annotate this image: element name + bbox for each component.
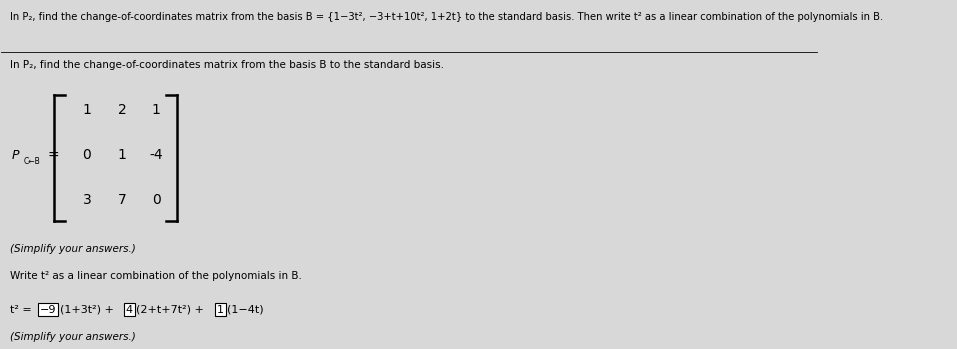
Text: 1: 1 [217,305,224,314]
Text: P: P [11,149,19,162]
Text: (Simplify your answers.): (Simplify your answers.) [10,332,135,342]
Text: 1: 1 [152,103,161,118]
Text: In P₂, find the change-of-coordinates matrix from the basis B to the standard ba: In P₂, find the change-of-coordinates ma… [10,60,443,70]
Text: t² =: t² = [10,305,34,314]
Text: (1+3t²) +: (1+3t²) + [60,305,118,314]
Text: (2+t+7t²) +: (2+t+7t²) + [136,305,208,314]
Text: 1: 1 [82,103,92,118]
Text: (1−4t): (1−4t) [227,305,264,314]
Text: Write t² as a linear combination of the polynomials in B.: Write t² as a linear combination of the … [10,272,301,281]
Text: 4: 4 [125,305,133,314]
Text: -4: -4 [149,148,163,162]
Text: C←B: C←B [23,157,40,166]
Text: −9: −9 [40,305,56,314]
Text: In P₂, find the change-of-coordinates matrix from the basis B = {1−3t², −3+t+10t: In P₂, find the change-of-coordinates ma… [10,12,882,22]
Text: =: = [47,148,58,162]
Text: 7: 7 [118,193,126,207]
Text: (Simplify your answers.): (Simplify your answers.) [10,244,135,254]
Text: 1: 1 [118,148,126,162]
Text: 2: 2 [118,103,126,118]
Text: 0: 0 [82,148,91,162]
Text: 3: 3 [82,193,91,207]
Text: 0: 0 [152,193,161,207]
